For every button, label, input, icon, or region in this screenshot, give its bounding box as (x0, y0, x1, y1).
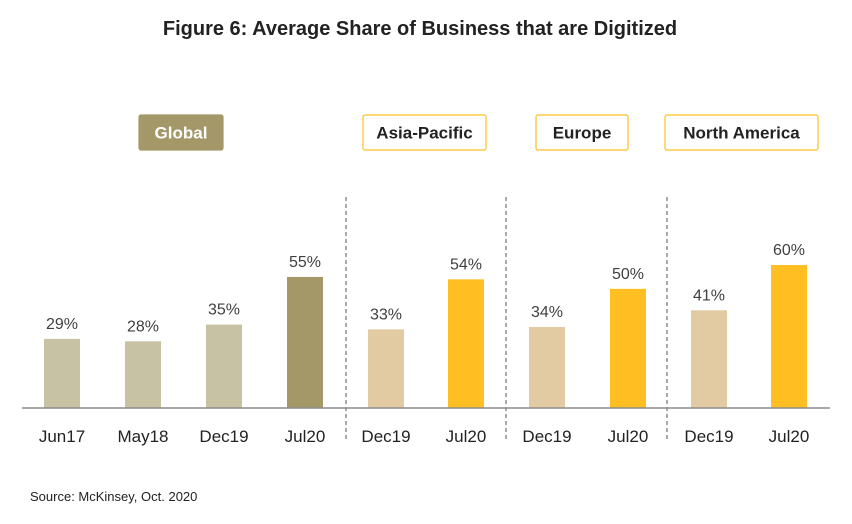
badge-label-asia-pacific: Asia-Pacific (376, 124, 472, 143)
chart-title: Figure 6: Average Share of Business that… (163, 18, 677, 40)
value-label-north-america-dec19: 41% (693, 287, 725, 304)
tick-label-europe-jul20: Jul20 (608, 427, 649, 446)
bar-global-jul20 (287, 276, 323, 408)
bar-global-may18 (125, 341, 161, 408)
badge-box-europe (535, 114, 629, 151)
bar-global-jun17 (44, 338, 80, 408)
badge-label-global: Global (155, 124, 208, 143)
source-note: Source: McKinsey, Oct. 2020 (30, 489, 197, 504)
group-badges: Global Asia-Pacific Europe North America (138, 114, 819, 151)
badge-box-north-america (664, 114, 819, 151)
tick-label-asia-pacific-dec19: Dec19 (361, 427, 410, 446)
x-tick-labels: Jun17 May18 Dec19 Jul20 Dec19 Jul20 Dec19 Jul20… (39, 427, 809, 446)
bar-asia-pacific-dec19 (368, 329, 404, 408)
value-labels: 29% 28% 35% 55% 33% 54% 34% 50% 41% 60% (46, 242, 805, 335)
tick-label-global-jun17: Jun17 (39, 427, 85, 446)
value-label-global-jun17: 29% (46, 316, 78, 333)
value-label-global-dec19: 35% (208, 302, 240, 319)
value-label-asia-pacific-dec19: 33% (370, 306, 402, 323)
value-label-global-may18: 28% (127, 318, 159, 335)
badge-label-europe: Europe (553, 124, 612, 143)
tick-label-north-america-dec19: Dec19 (684, 427, 733, 446)
bars (44, 265, 807, 408)
badge-label-north-america: North America (683, 124, 800, 143)
tick-label-global-jul20: Jul20 (285, 427, 326, 446)
tick-label-asia-pacific-jul20: Jul20 (446, 427, 487, 446)
value-label-europe-dec19: 34% (531, 304, 563, 321)
bar-global-dec19 (206, 324, 242, 408)
tick-label-global-may18: May18 (117, 427, 168, 446)
bar-north-america-dec19 (691, 310, 727, 408)
bar-europe-jul20 (610, 288, 646, 408)
badge-box-asia-pacific (362, 114, 487, 151)
group-dividers (345, 197, 668, 440)
tick-label-north-america-jul20: Jul20 (769, 427, 810, 446)
value-label-europe-jul20: 50% (612, 266, 644, 283)
tick-label-europe-dec19: Dec19 (522, 427, 571, 446)
value-label-north-america-jul20: 60% (773, 242, 805, 259)
badge-box-global (138, 114, 224, 151)
value-label-asia-pacific-jul20: 54% (450, 256, 482, 273)
value-label-global-jul20: 55% (289, 254, 321, 271)
bar-asia-pacific-jul20 (448, 279, 484, 408)
bar-north-america-jul20 (771, 265, 807, 408)
bar-europe-dec19 (529, 326, 565, 408)
tick-label-global-dec19: Dec19 (199, 427, 248, 446)
